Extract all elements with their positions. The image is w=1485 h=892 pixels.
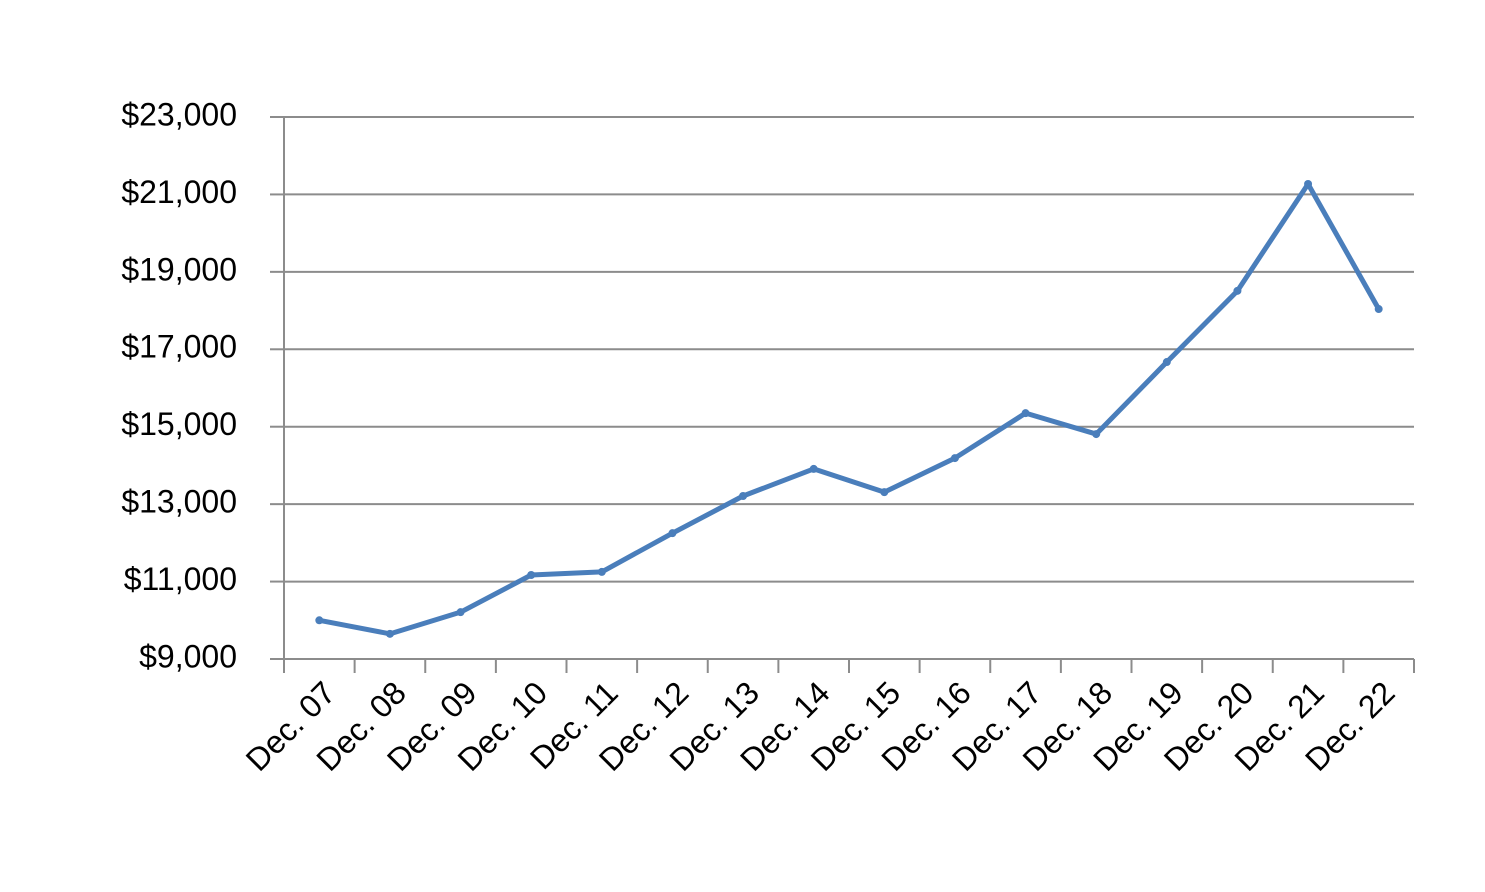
y-tick-label: $17,000 bbox=[121, 329, 237, 365]
y-tick-label: $23,000 bbox=[121, 96, 237, 132]
point bbox=[1304, 179, 1313, 188]
point bbox=[809, 464, 818, 473]
point bbox=[597, 567, 606, 576]
point bbox=[1162, 358, 1171, 367]
point bbox=[668, 529, 677, 538]
line bbox=[318, 181, 1381, 637]
point bbox=[739, 492, 748, 501]
point bbox=[950, 454, 959, 463]
point bbox=[1021, 409, 1030, 418]
y-tick-label: $13,000 bbox=[121, 484, 237, 520]
point bbox=[527, 570, 536, 579]
point bbox=[1092, 430, 1101, 439]
point bbox=[456, 608, 465, 617]
y-tick-label: $15,000 bbox=[121, 406, 237, 442]
point bbox=[880, 488, 889, 497]
y-tick-label: $21,000 bbox=[121, 174, 237, 210]
point bbox=[315, 616, 324, 625]
y-tick-label: $9,000 bbox=[139, 638, 237, 674]
point bbox=[385, 629, 394, 638]
point bbox=[1233, 286, 1242, 295]
y-tick-label: $19,000 bbox=[121, 251, 237, 287]
point bbox=[1374, 305, 1383, 314]
y-tick-label: $11,000 bbox=[124, 561, 237, 597]
